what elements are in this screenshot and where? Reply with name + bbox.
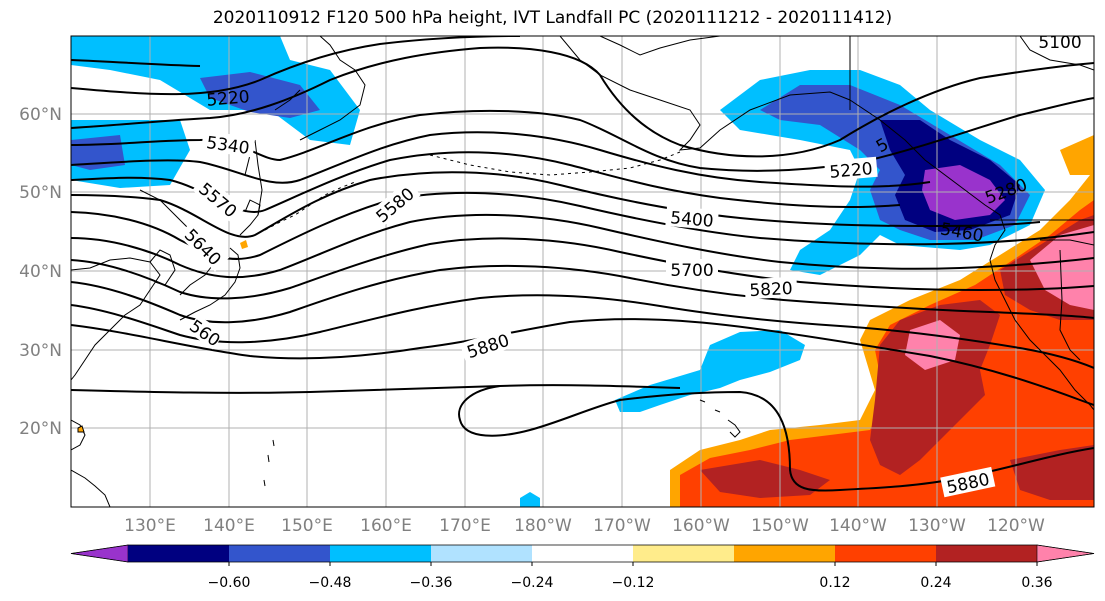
colorbar-tick-label: 0.12 [819,575,850,591]
colorbar-tick-label: 0.36 [1021,575,1052,591]
contour-label: 5220 [206,87,251,111]
lon-label: 160°E [360,516,412,536]
colorbar-extend-high [1036,544,1095,563]
colorbar-bin [431,545,533,562]
colorbar-bin [835,545,937,562]
colorbar-tick-label: 0.24 [920,575,951,591]
contour-label: 5700 [670,261,713,281]
colorbar-tick-label: −0.36 [410,575,453,591]
lat-label: 20°N [19,419,62,439]
lon-label: 120°W [987,516,1045,536]
colorbar: −0.60−0.48−0.36−0.24−0.120.120.240.360.4… [70,544,1095,591]
latitude-labels: 60°N 50°N 40°N 30°N 20°N [19,105,62,439]
map-title: 2020110912 F120 500 hPa height, IVT Land… [212,8,893,28]
lon-label: 140°E [203,516,255,536]
contour-label: 5820 [749,279,793,301]
lon-label: 160°W [672,516,730,536]
colorbar-bin [734,545,836,562]
contour-label: 5220 [829,159,874,183]
colorbar-bin [128,545,230,562]
lon-label: 140°W [829,516,887,536]
lon-label: 170°W [593,516,651,536]
map-frame [70,35,1095,508]
lon-label: 150°W [751,516,809,536]
colorbar-bin [229,545,331,562]
lat-label: 50°N [19,183,62,203]
lat-label: 30°N [19,341,62,361]
contour-label: 5400 [669,208,714,232]
lon-label: 130°W [908,516,966,536]
lat-label: 60°N [19,105,62,125]
contour-labels: 5220 5340 5570 5640 560 5580 5880 5400 5… [178,33,1082,498]
lon-label: 180°W [514,516,572,536]
colorbar-bin [936,545,1038,562]
colorbar-tick-label: −0.48 [309,575,352,591]
lat-label: 40°N [19,262,62,282]
longitude-labels: 130°E 140°E 150°E 160°E 170°E 180°W 170°… [124,516,1045,536]
colorbar-ticks: −0.60−0.48−0.36−0.24−0.120.120.240.360.4… [208,562,1053,591]
colorbar-bin [532,545,634,562]
colorbar-tick-label: −0.24 [511,575,554,591]
colorbar-bins [70,544,1095,563]
lon-label: 170°E [439,516,491,536]
contour-label: 5100 [1038,33,1081,53]
colorbar-bin [633,545,735,562]
colorbar-tick-label: −0.60 [208,575,251,591]
lon-label: 130°E [124,516,176,536]
colorbar-outline [70,544,1095,563]
colorbar-bin [330,545,432,562]
colorbar-extend-low [70,544,129,563]
colorbar-tick-label: −0.12 [612,575,655,591]
lon-label: 150°E [281,516,333,536]
